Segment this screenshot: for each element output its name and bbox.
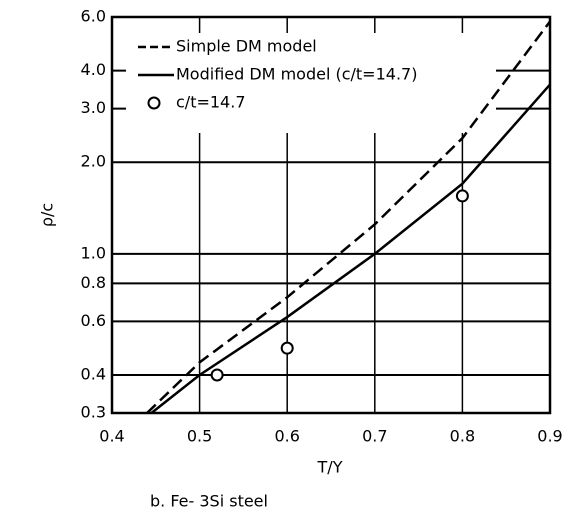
plot-frame <box>110 15 552 415</box>
data-point <box>280 341 294 355</box>
legend-label: c/t=14.7 <box>176 93 246 112</box>
y-axis-label: ρ/c <box>38 203 57 227</box>
y-tick-label: 1.0 <box>81 243 106 262</box>
x-tick-label: 0.4 <box>99 427 124 446</box>
legend-label: Simple DM model <box>176 37 317 56</box>
y-tick-label: 0.8 <box>81 273 106 292</box>
legend-label: Modified DM model (c/t=14.7) <box>176 65 417 84</box>
y-tick-label: 4.0 <box>81 60 106 79</box>
y-tick-label: 6.0 <box>81 7 106 26</box>
series-line <box>150 83 550 413</box>
legend-marker <box>147 96 161 110</box>
y-tick-label: 3.0 <box>81 98 106 117</box>
caption: b. Fe- 3Si steel <box>150 492 268 511</box>
x-tick-label: 0.7 <box>362 427 387 446</box>
x-tick-label: 0.6 <box>274 427 299 446</box>
legend-box <box>126 33 496 133</box>
y-tick-label: 0.6 <box>81 311 106 330</box>
data-point <box>210 368 224 382</box>
x-tick-label: 0.8 <box>450 427 475 446</box>
y-tick-label: 2.0 <box>81 152 106 171</box>
data-point <box>455 189 469 203</box>
x-axis-label: T/Y <box>317 458 343 477</box>
y-tick-label: 0.3 <box>81 403 106 422</box>
x-tick-label: 0.5 <box>187 427 212 446</box>
series-line <box>146 20 550 413</box>
x-tick-label: 0.9 <box>537 427 562 446</box>
y-tick-label: 0.4 <box>81 364 106 383</box>
